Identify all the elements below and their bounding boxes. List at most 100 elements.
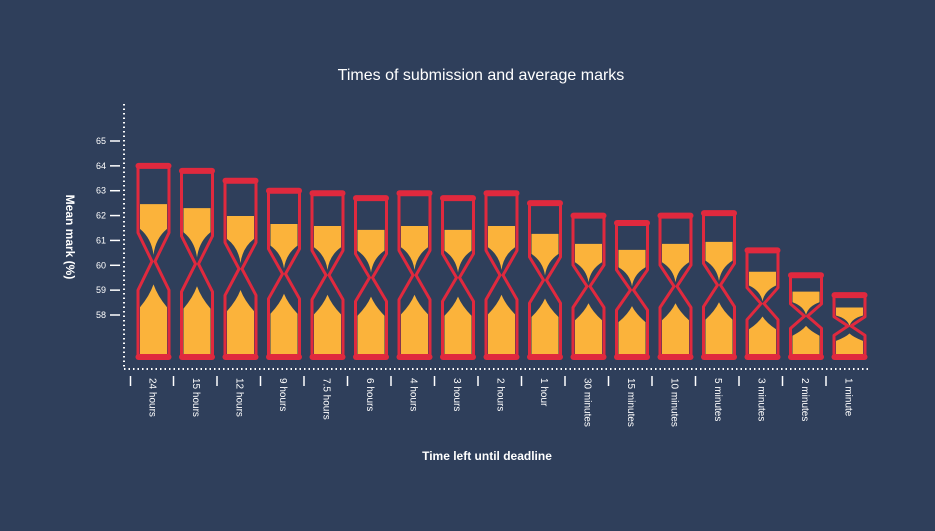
sand-top [140,204,167,255]
x-axis-label: Time left until deadline [422,449,552,463]
x-category-label: 15 minutes [625,378,636,427]
hourglass-top-cap [222,177,259,184]
hourglass-top-cap [614,220,650,227]
hourglass [527,200,563,360]
hourglass-frame [745,250,780,357]
hourglass-top-cap [440,195,476,202]
sand-bottom [749,316,776,355]
hourglass-top-cap [788,272,824,279]
hourglass-bottom-cap [179,354,215,360]
hourglass-bottom-cap [831,354,868,360]
hourglass-frame [223,180,258,357]
y-ticks: 65 64 63 62 61 60 59 58 [96,136,120,320]
hourglass-bottom-cap [657,354,694,360]
hourglass [266,187,302,360]
hourglass-bottom-cap [701,354,737,360]
hourglass-frame [180,170,214,357]
x-category-label: 2 hours [495,378,506,411]
hourglass-bottom-cap [483,354,520,360]
hourglass [483,190,520,360]
sand-top [662,243,689,283]
hourglass-top-cap [527,200,563,207]
hourglass-frame [528,203,562,357]
x-category-label: 24 hours [147,378,158,417]
hourglass-frame [702,213,736,357]
sand-bottom [662,303,689,355]
hourglass-top-cap [135,162,172,169]
hourglass-top-cap [353,195,389,202]
hourglass-frame [136,165,171,357]
hourglass-top-cap [179,167,215,174]
hourglass [788,272,824,360]
y-tick-label: 63 [96,186,106,196]
x-category-label: 10 minutes [669,378,680,427]
y-tick-label: 64 [96,161,106,171]
hourglass-frame [832,295,867,357]
hourglass [744,247,781,360]
x-category-label: 6 hours [364,378,375,411]
sand-top [531,233,559,276]
hourglass-frame [658,215,693,357]
sand-top [401,225,428,270]
hourglass [396,190,433,360]
x-category-label: 1 minute [843,378,854,417]
sand-top [314,225,341,270]
sand-bottom [618,306,646,355]
sand-bottom [227,290,254,355]
x-category-label: 12 hours [234,378,245,417]
hourglass-top-cap [396,190,433,197]
sand-bottom [140,284,167,355]
sand-top [488,225,515,270]
hourglass [179,167,215,360]
sand-bottom [531,298,559,355]
sand-top [749,271,776,302]
hourglass-frame [789,275,823,357]
hourglass-bottom-cap [614,354,650,360]
sand-bottom [575,303,602,355]
hourglass-top-cap [483,190,520,197]
x-category-label: 2 minutes [799,378,810,421]
sand-top [183,208,211,258]
hourglass-bottom-cap [266,354,302,360]
x-category-label: 7.5 hours [321,378,332,420]
sand-bottom [444,296,472,355]
hourglass-top-cap [657,212,694,219]
hourglass [657,212,694,360]
hourglass-top-cap [701,210,737,217]
sand-top [836,307,863,326]
y-axis-label: Mean mark (%) [63,195,77,280]
hourglass-top-cap [309,190,346,197]
hourglass-bottom-cap [570,354,607,360]
x-category-label: 1 hour [538,378,549,407]
x-category-label: 3 hours [451,378,462,411]
hourglass-top-cap [744,247,781,254]
hourglass-bottom-cap [135,354,172,360]
hourglass-frame [354,198,388,357]
y-tick-label: 62 [96,211,106,221]
hourglass-frame [441,198,475,357]
hourglass-bottom-cap [744,354,781,360]
hourglass-bottom-cap [396,354,433,360]
hourglass-top-cap [831,292,868,299]
hourglass [701,210,737,360]
hourglass [309,190,346,360]
sand-top [357,229,385,273]
chart-title: Times of submission and average marks [338,67,625,84]
y-tick-label: 59 [96,285,106,295]
hourglass-top-cap [266,187,302,194]
sand-top [270,223,298,269]
hourglass-bottom-cap [440,354,476,360]
hourglass [570,212,607,360]
sand-top [575,243,602,283]
x-category-label: 15 hours [190,378,201,417]
sand-top [618,249,646,287]
hourglass-frame [397,193,432,357]
sand-bottom [488,294,515,355]
hourglass [353,195,389,360]
y-tick-label: 60 [96,260,106,270]
hourglass-bottom-cap [353,354,389,360]
sand-bottom [270,293,298,355]
x-category-label: 30 minutes [582,378,593,427]
